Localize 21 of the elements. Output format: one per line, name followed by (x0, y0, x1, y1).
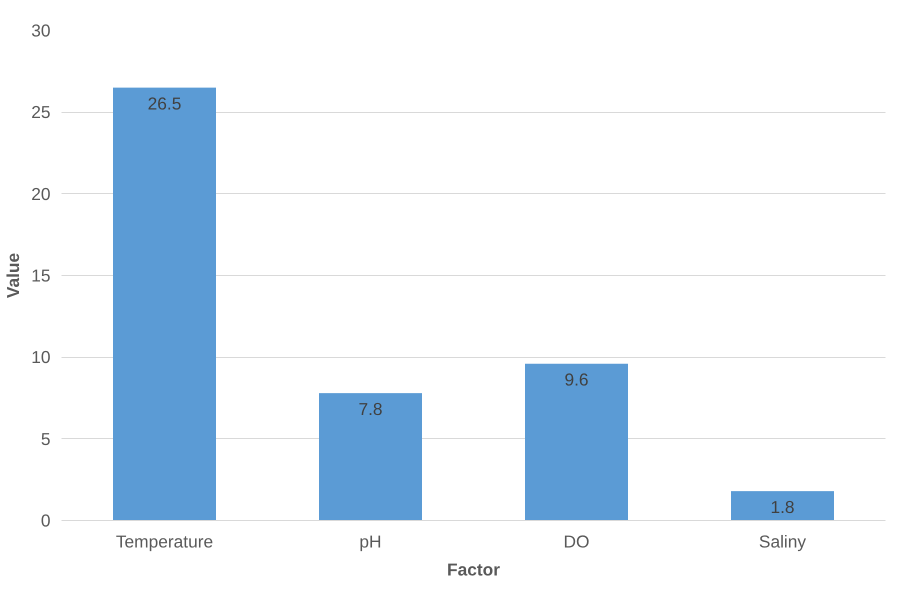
x-tick-label: Temperature (116, 532, 214, 552)
data-label: 1.8 (770, 497, 795, 518)
x-tick-label: DO (564, 532, 590, 552)
bar (113, 88, 216, 520)
y-tick-label: 30 (31, 20, 51, 40)
x-axis-title: Factor (447, 560, 500, 580)
x-tick-label: Saliny (758, 532, 806, 552)
y-tick-label: 15 (31, 266, 51, 286)
y-tick-label: 5 (40, 428, 51, 449)
y-tick-label: 25 (31, 102, 51, 122)
data-label: 7.8 (358, 399, 383, 420)
y-axis-title: Value (3, 252, 24, 298)
y-tick-label: 20 (31, 184, 51, 204)
bar (319, 393, 422, 520)
y-tick-label: 0 (40, 510, 51, 530)
y-tick-label: 10 (31, 347, 51, 368)
data-label: 26.5 (148, 94, 182, 114)
bar (731, 491, 834, 520)
bar (525, 364, 628, 520)
data-label: 9.6 (564, 370, 589, 390)
x-tick-label: pH (359, 532, 382, 552)
